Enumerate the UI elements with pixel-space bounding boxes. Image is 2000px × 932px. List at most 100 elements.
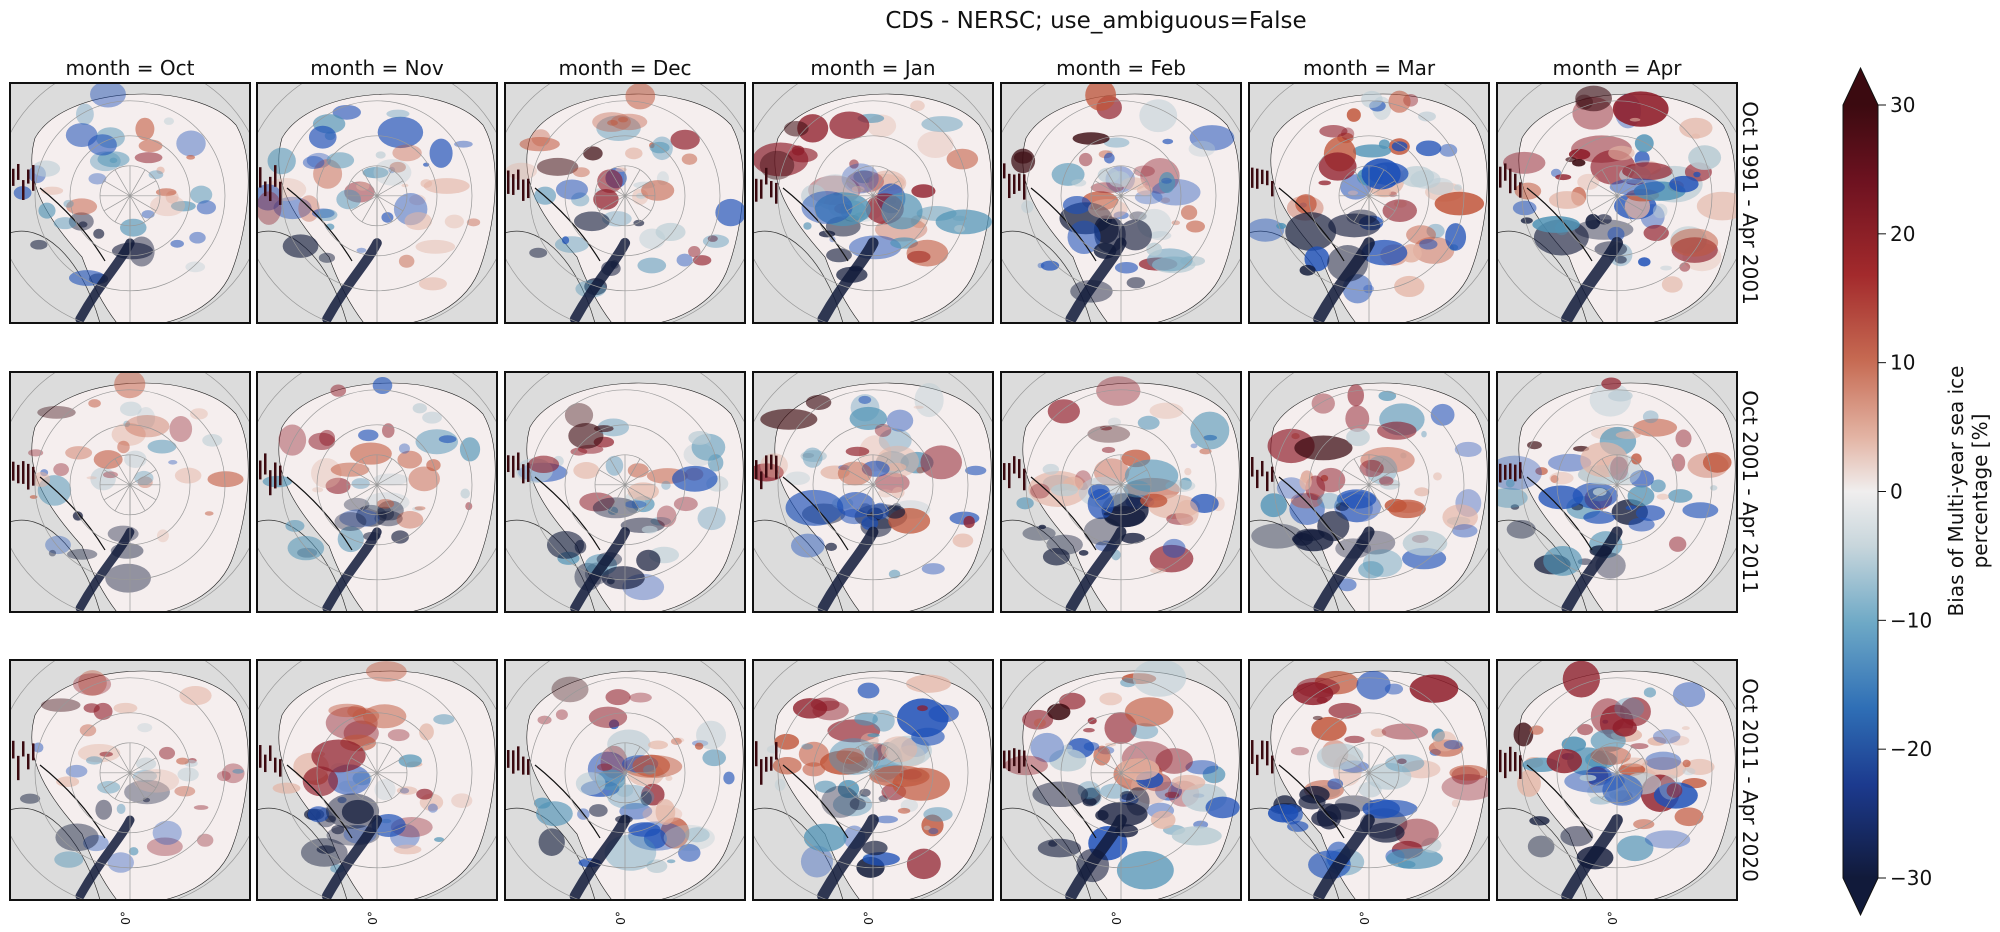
anomaly-patch xyxy=(93,450,123,469)
anomaly-patch xyxy=(1652,203,1668,219)
anomaly-patch xyxy=(859,788,871,797)
anomaly-patch xyxy=(655,222,686,242)
archipelago-speck xyxy=(1514,173,1517,191)
anomaly-patch xyxy=(111,422,146,446)
anomaly-patch xyxy=(1327,778,1344,790)
anomaly-patch xyxy=(459,437,481,462)
map-panel xyxy=(504,82,746,324)
anomaly-patch xyxy=(1555,174,1572,181)
anomaly-patch xyxy=(851,185,865,193)
colorbar-tick-label: −20 xyxy=(1890,737,1932,761)
archipelago-speck xyxy=(1008,173,1011,199)
anomaly-patch xyxy=(272,782,301,794)
anomaly-patch xyxy=(1439,143,1458,157)
map-panel xyxy=(256,82,498,324)
anomaly-patch xyxy=(155,188,177,197)
anomaly-patch xyxy=(862,840,888,856)
anomaly-patch xyxy=(1543,546,1583,576)
anomaly-patch xyxy=(838,464,850,471)
anomaly-patch xyxy=(1299,785,1330,804)
anomaly-patch xyxy=(393,844,422,855)
anomaly-patch xyxy=(1453,184,1462,191)
anomaly-patch xyxy=(1251,523,1304,549)
archipelago-speck xyxy=(517,746,520,771)
anomaly-patch xyxy=(801,191,853,224)
anomaly-patch xyxy=(422,411,442,424)
anomaly-patch xyxy=(1190,443,1198,449)
anomaly-patch xyxy=(666,859,676,864)
anomaly-patch xyxy=(1608,145,1635,161)
anomaly-patch xyxy=(551,676,589,703)
anomaly-patch xyxy=(1627,485,1655,507)
map-panel xyxy=(752,371,994,613)
archipelago-speck xyxy=(522,464,525,484)
anomaly-patch xyxy=(1679,117,1713,139)
anomaly-patch xyxy=(1388,90,1411,113)
anomaly-patch xyxy=(1146,242,1163,256)
archipelago-speck xyxy=(259,167,262,188)
anomaly-patch xyxy=(537,715,552,725)
anomaly-patch xyxy=(1693,171,1701,178)
anomaly-patch xyxy=(1622,162,1673,181)
anomaly-patch xyxy=(53,217,77,230)
anomaly-patch xyxy=(607,729,651,760)
archipelago-speck xyxy=(32,165,35,191)
anomaly-patch xyxy=(68,212,94,231)
anomaly-patch xyxy=(1352,144,1392,158)
anomaly-patch xyxy=(396,511,424,529)
anomaly-patch xyxy=(326,152,355,169)
anomaly-patch xyxy=(828,738,879,775)
anomaly-patch xyxy=(1126,277,1146,289)
panel-frame xyxy=(1000,659,1242,901)
anomaly-patch xyxy=(592,497,639,519)
anomaly-patch xyxy=(174,467,202,484)
strait-band xyxy=(1313,237,1375,323)
anomaly-patch xyxy=(1449,764,1488,781)
archipelago-speck xyxy=(269,176,272,202)
anomaly-patch xyxy=(465,502,473,511)
anomaly-patch xyxy=(105,563,151,593)
panel-frame xyxy=(504,371,746,613)
anomaly-patch xyxy=(207,471,244,488)
anomaly-patch xyxy=(1434,191,1485,216)
anomaly-patch xyxy=(343,497,370,512)
anomaly-patch xyxy=(460,488,470,499)
anomaly-patch xyxy=(1577,723,1594,736)
anomaly-patch xyxy=(1454,441,1482,457)
anomaly-patch xyxy=(1419,238,1438,250)
anomaly-patch xyxy=(596,763,613,771)
anomaly-patch xyxy=(627,482,659,501)
anomaly-patch xyxy=(414,506,426,511)
anomaly-patch xyxy=(1040,260,1060,271)
anomaly-patch xyxy=(1149,231,1172,241)
anomaly-patch xyxy=(45,535,71,555)
anomaly-patch xyxy=(168,460,178,465)
anomaly-patch xyxy=(1186,220,1205,233)
panel-frame xyxy=(752,82,994,324)
anomaly-patch xyxy=(429,138,453,168)
anomaly-patch xyxy=(670,129,700,150)
anomaly-patch xyxy=(308,432,336,450)
map-panel xyxy=(1248,371,1490,613)
anomaly-patch xyxy=(336,189,361,210)
anomaly-patch xyxy=(37,405,76,419)
anomaly-patch xyxy=(1402,530,1448,556)
map-panel xyxy=(752,82,994,324)
anomaly-patch xyxy=(696,720,727,750)
anomaly-patch xyxy=(1550,475,1559,483)
anomaly-patch xyxy=(858,395,872,404)
archipelago-speck xyxy=(1261,460,1264,477)
archipelago-speck xyxy=(1003,750,1006,769)
anomaly-patch xyxy=(1318,180,1331,186)
anomaly-patch xyxy=(66,198,98,215)
anomaly-patch xyxy=(871,502,890,520)
map-panel xyxy=(1496,371,1738,613)
anomaly-patch xyxy=(1426,223,1445,239)
anomaly-patch xyxy=(1394,275,1425,298)
anomaly-patch xyxy=(648,740,669,750)
anomaly-patch xyxy=(906,674,951,693)
anomaly-patch xyxy=(1124,697,1174,727)
archipelago-speck xyxy=(1256,469,1259,489)
anomaly-patch xyxy=(316,845,336,854)
anomaly-patch xyxy=(1443,740,1463,750)
